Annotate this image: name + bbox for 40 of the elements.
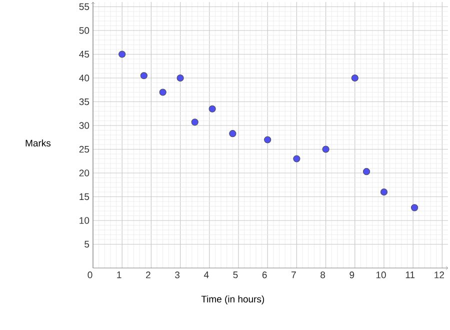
point [159, 88, 166, 96]
x-tick-label: 4 [204, 272, 209, 278]
y-tick-label: 10 [80, 217, 90, 224]
y-tick-label: 20 [79, 170, 90, 176]
x-tick-label: 9 [350, 272, 354, 278]
point [351, 74, 358, 82]
x-axis-title: Time (in hours) [201, 295, 264, 304]
point [322, 146, 330, 153]
x-tick-label: 12 [434, 272, 444, 278]
x-tick-label: 1 [117, 272, 122, 278]
y-tick-label: 25 [79, 146, 90, 153]
y-axis-title: Marks [26, 139, 51, 146]
y-tick-label: 5 [84, 240, 90, 248]
y-tick-label: 30 [79, 122, 90, 129]
y-tick-label: 35 [79, 98, 90, 106]
x-tick-label: 5 [233, 272, 238, 278]
y-tick-label: 50 [79, 27, 90, 34]
point [293, 155, 300, 162]
x-tick-label: 10 [376, 272, 386, 278]
y-tick-label: 15 [80, 193, 90, 200]
x-tick-label: 3 [175, 272, 180, 278]
x-tick-label: 6 [262, 272, 267, 278]
point [208, 105, 216, 112]
point [118, 50, 126, 58]
point [410, 204, 418, 212]
point [362, 168, 370, 176]
x-tick-label: 2 [146, 272, 150, 278]
y-tick-label: 40 [79, 74, 90, 82]
x-tick-label: 7 [292, 272, 296, 278]
x-tick-label: 0 [88, 272, 92, 278]
y-tick-label: 55 [79, 3, 90, 10]
point [191, 118, 198, 126]
point [140, 72, 148, 80]
point [264, 136, 272, 144]
point [229, 130, 236, 138]
point [380, 188, 388, 196]
y-tick-label: 45 [79, 50, 90, 58]
x-tick-label: 11 [406, 272, 415, 278]
point [176, 74, 184, 82]
x-tick-label: 8 [320, 272, 326, 278]
